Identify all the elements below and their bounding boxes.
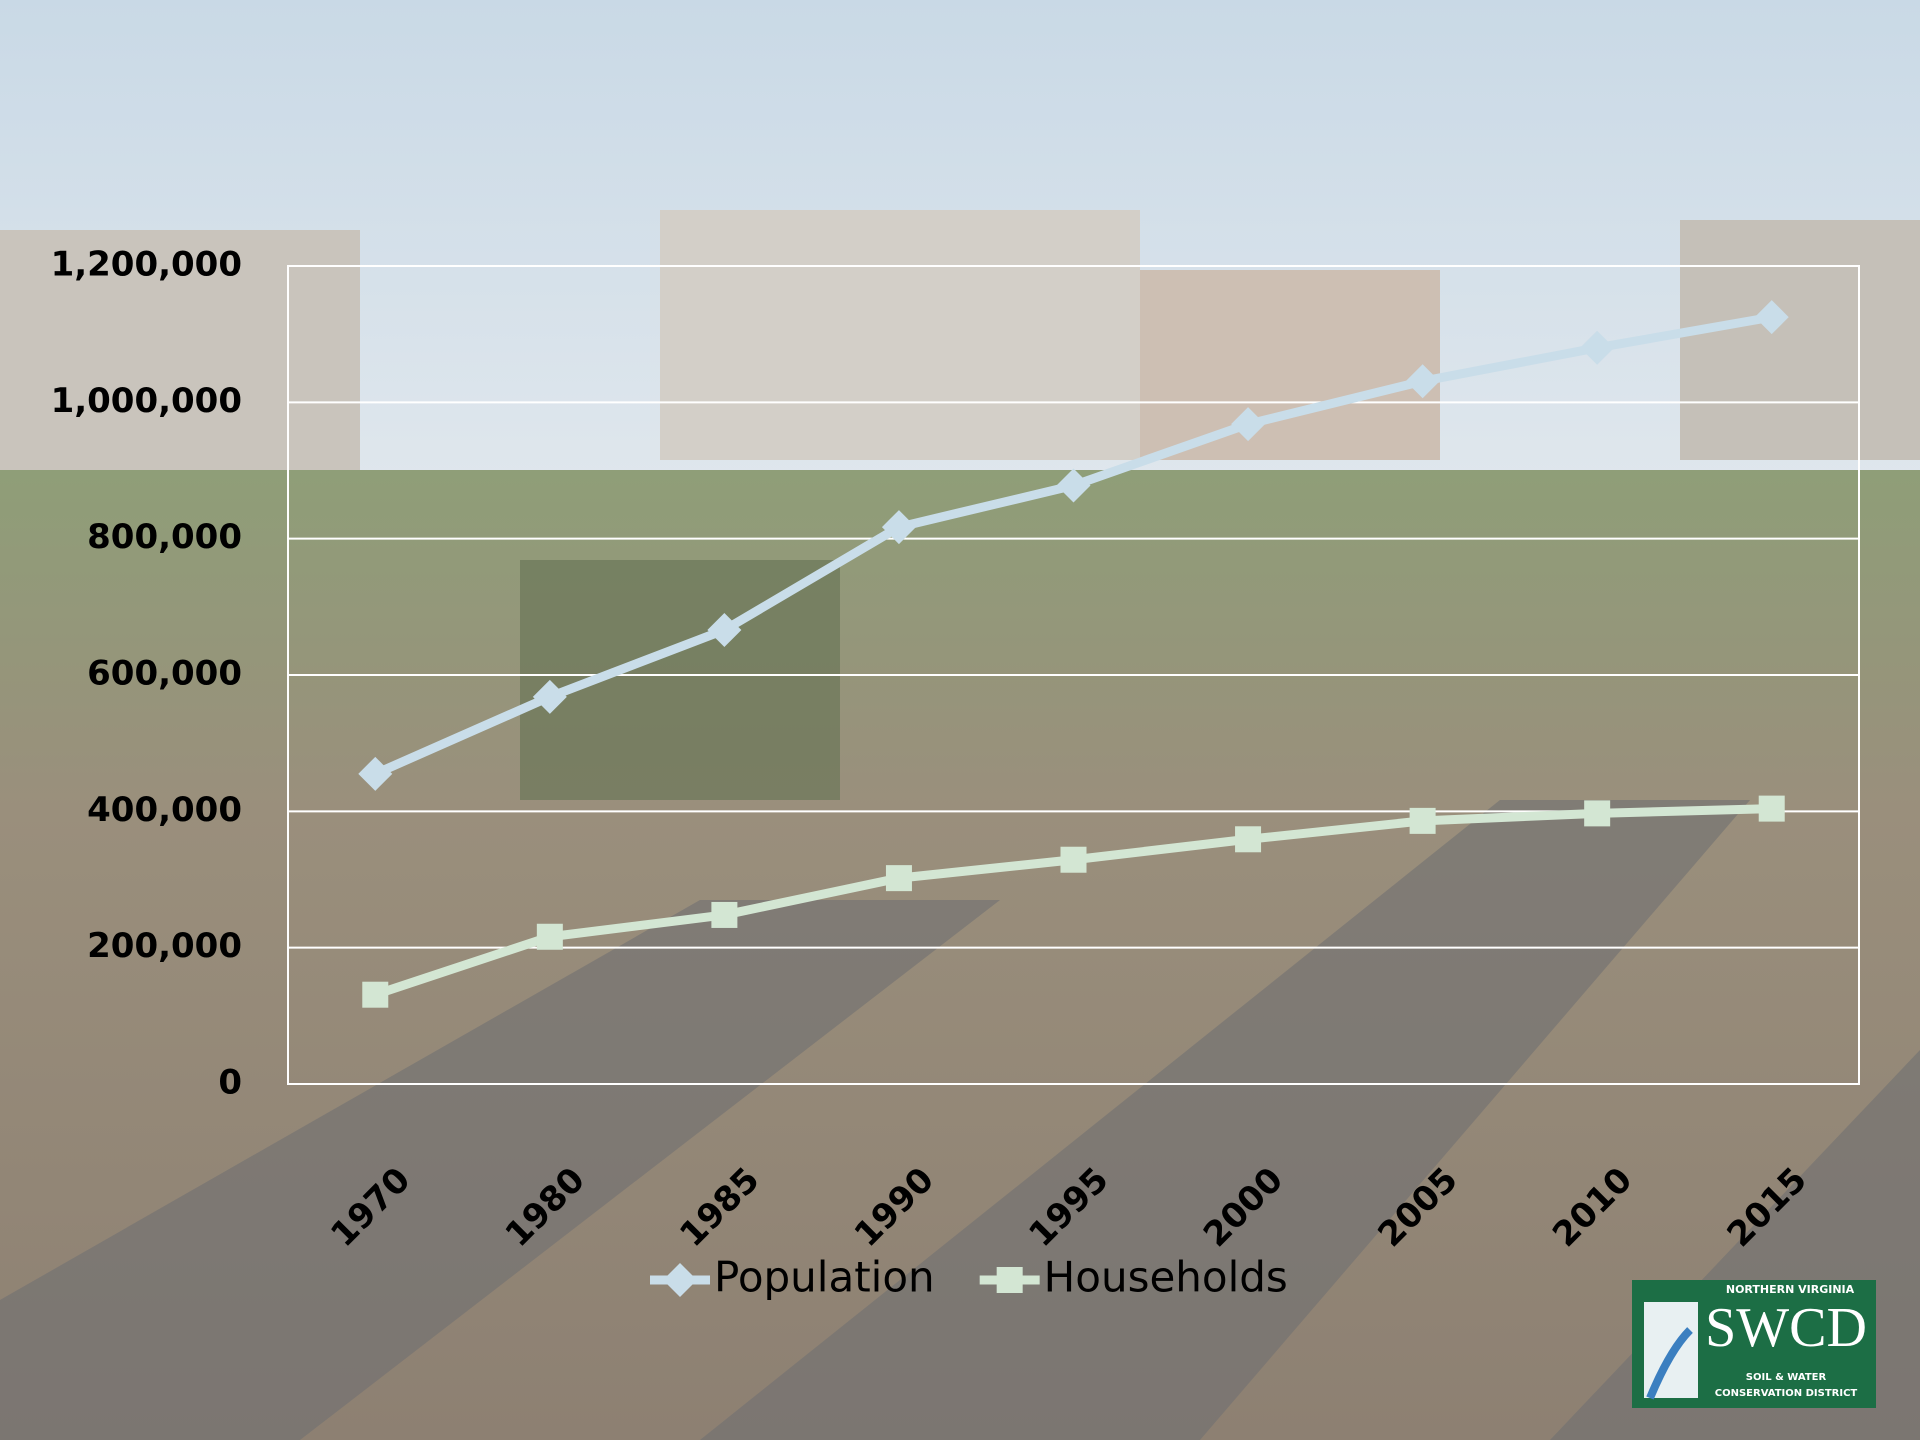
y-tick-label: 800,000 — [87, 517, 242, 557]
legend-marker — [663, 1263, 697, 1297]
data-point — [1754, 300, 1789, 335]
data-point — [1405, 364, 1440, 399]
logo: NORTHERN VIRGINIA SWCD SOIL & WATER CONS… — [1632, 1280, 1876, 1408]
y-tick-label: 1,200,000 — [51, 245, 242, 285]
legend-label: Population — [714, 1253, 935, 1302]
y-tick-label: 200,000 — [87, 926, 242, 966]
y-tick-label: 1,000,000 — [51, 381, 242, 421]
data-point — [1060, 846, 1087, 873]
logo-line1: SOIL & WATER — [1746, 1372, 1827, 1383]
y-tick-label: 0 — [218, 1063, 242, 1103]
data-point — [1584, 800, 1611, 827]
data-point — [1056, 468, 1091, 503]
data-point — [881, 510, 916, 545]
data-point — [1580, 330, 1615, 365]
data-point — [1235, 826, 1262, 853]
y-tick-label: 600,000 — [87, 654, 242, 694]
data-point — [885, 865, 912, 892]
legend-marker — [996, 1267, 1023, 1293]
data-point — [707, 613, 742, 648]
logo-line2: CONSERVATION DISTRICT — [1715, 1388, 1858, 1399]
y-tick-label: 400,000 — [87, 790, 242, 830]
legend-label: Households — [1044, 1253, 1288, 1302]
data-point — [536, 923, 563, 950]
data-point — [1409, 807, 1436, 834]
logo-top: NORTHERN VIRGINIA — [1726, 1283, 1855, 1296]
data-point — [1758, 795, 1785, 822]
data-point — [362, 981, 389, 1008]
data-point — [1231, 407, 1266, 442]
data-point — [711, 901, 738, 928]
data-point — [358, 756, 393, 791]
data-point — [532, 679, 567, 714]
logo-name: SWCD — [1705, 1297, 1867, 1359]
